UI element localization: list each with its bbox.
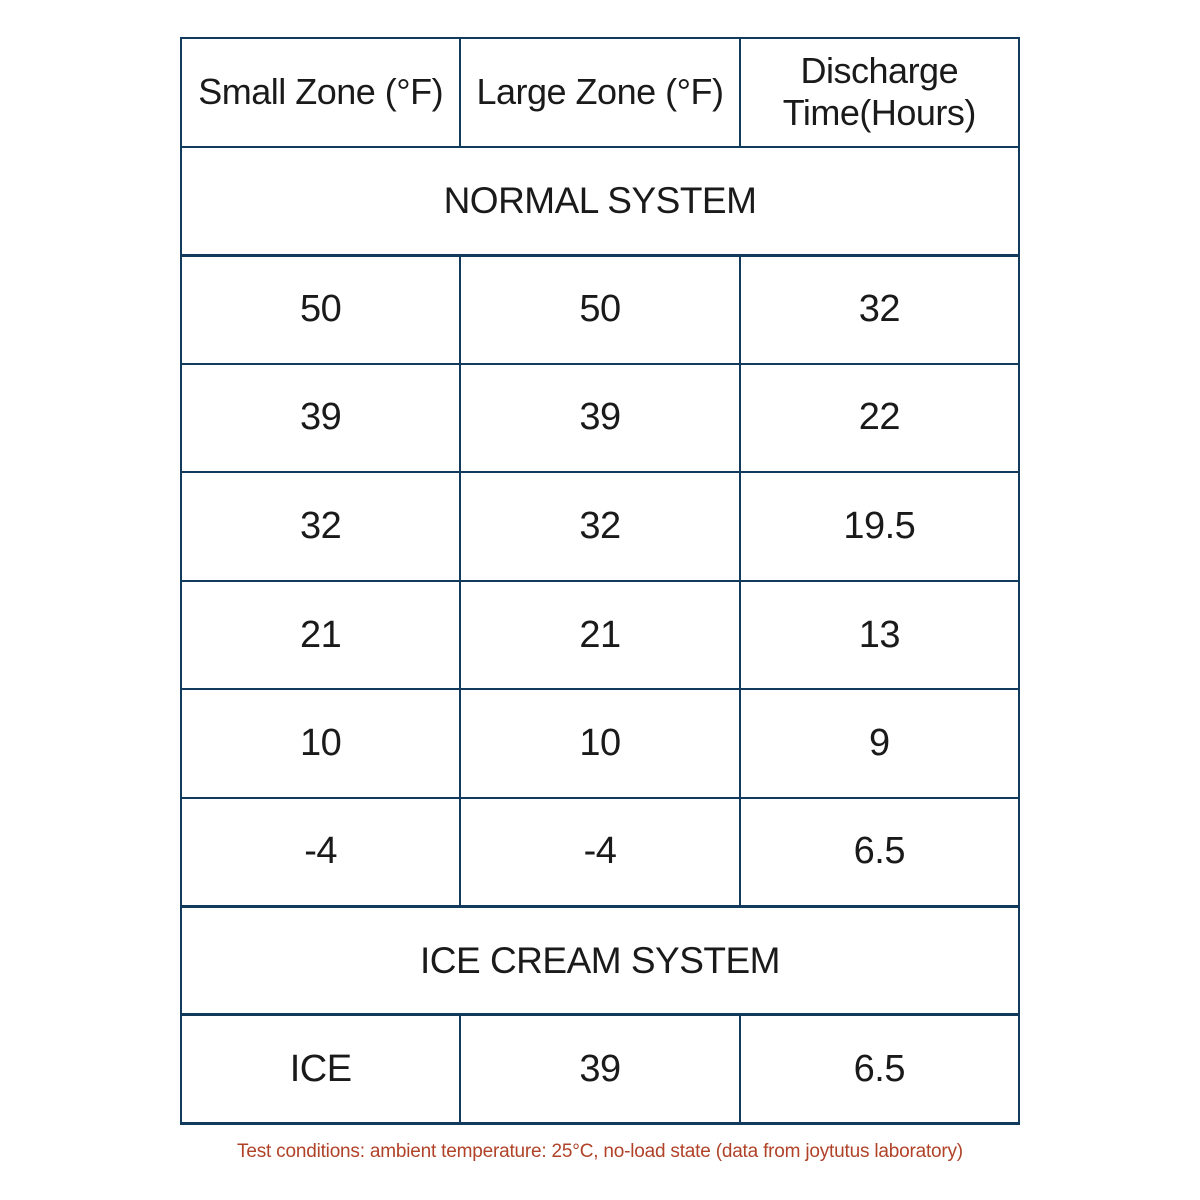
table-row: 10 10 9	[179, 688, 1021, 799]
cell-large-zone: 21	[459, 579, 741, 691]
section-header-ice-cream-system: ICE CREAM SYSTEM	[180, 904, 1020, 1017]
cell-large-zone: 39	[459, 362, 741, 474]
section-title-normal-system: NORMAL SYSTEM	[180, 145, 1020, 257]
section-title-ice-cream-system: ICE CREAM SYSTEM	[180, 904, 1020, 1017]
table-row: 50 50 32	[179, 254, 1021, 365]
cell-small-zone: -4	[179, 796, 462, 908]
cell-large-zone: -4	[459, 796, 741, 908]
cell-discharge-time: 32	[738, 254, 1021, 365]
cell-small-zone: 50	[179, 254, 462, 365]
cell-small-zone: 21	[179, 579, 462, 691]
cell-large-zone: 39	[459, 1013, 741, 1125]
table-row: 32 32 19.5	[179, 471, 1021, 582]
cell-large-zone: 32	[459, 471, 741, 582]
test-conditions-footnote: Test conditions: ambient temperature: 25…	[237, 1141, 963, 1162]
cell-discharge-time: 19.5	[738, 471, 1021, 582]
column-header-discharge-time: Discharge Time(Hours)	[738, 37, 1021, 148]
cell-discharge-time: 22	[738, 362, 1021, 474]
spec-table: Small Zone (°F) Large Zone (°F) Discharg…	[179, 37, 1021, 1125]
cell-small-zone: ICE	[179, 1013, 462, 1125]
cell-large-zone: 50	[459, 254, 741, 365]
table-row: 21 21 13	[179, 579, 1021, 691]
column-header-small-zone: Small Zone (°F)	[179, 37, 462, 148]
cell-small-zone: 32	[179, 471, 462, 582]
table-row: -4 -4 6.5	[179, 796, 1021, 908]
cell-discharge-time: 13	[738, 579, 1021, 691]
section-header-normal-system: NORMAL SYSTEM	[180, 145, 1020, 257]
table-row: 39 39 22	[179, 362, 1021, 474]
cell-large-zone: 10	[459, 688, 741, 799]
table-header-row: Small Zone (°F) Large Zone (°F) Discharg…	[179, 37, 1021, 148]
cell-discharge-time: 9	[738, 688, 1021, 799]
table-row: ICE 39 6.5	[179, 1013, 1021, 1125]
cell-small-zone: 39	[179, 362, 462, 474]
spec-table-container: Small Zone (°F) Large Zone (°F) Discharg…	[179, 37, 1021, 1125]
cell-small-zone: 10	[179, 688, 462, 799]
column-header-large-zone: Large Zone (°F)	[459, 37, 741, 148]
cell-discharge-time: 6.5	[738, 796, 1021, 908]
cell-discharge-time: 6.5	[738, 1013, 1021, 1125]
